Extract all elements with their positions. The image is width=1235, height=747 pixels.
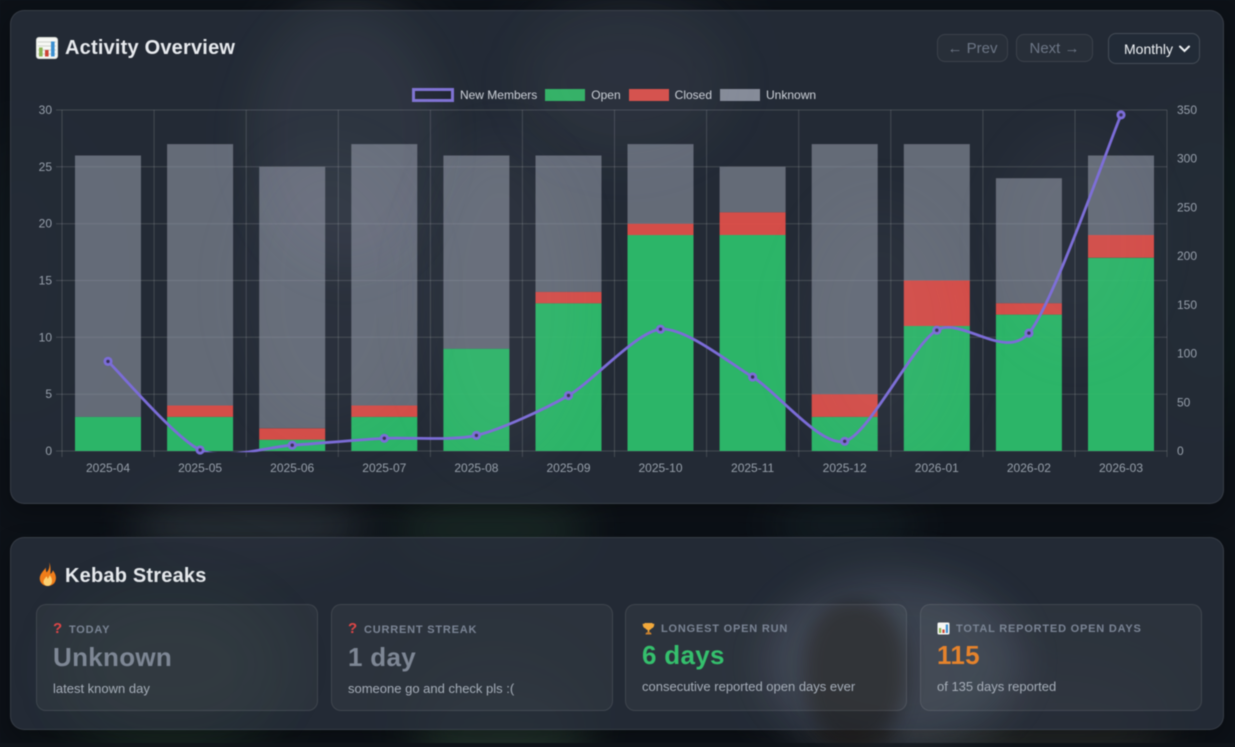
svg-text:2025-10: 2025-10: [638, 461, 682, 475]
svg-text:2025-05: 2025-05: [178, 461, 222, 475]
svg-text:350: 350: [1177, 103, 1197, 117]
svg-text:2026-03: 2026-03: [1099, 461, 1143, 475]
svg-text:200: 200: [1177, 249, 1197, 263]
svg-text:25: 25: [39, 160, 53, 174]
svg-text:2025-08: 2025-08: [454, 461, 498, 475]
svg-text:5: 5: [45, 387, 52, 401]
svg-text:2025-07: 2025-07: [362, 461, 406, 475]
svg-text:2025-06: 2025-06: [270, 461, 314, 475]
svg-text:2025-04: 2025-04: [86, 461, 130, 475]
svg-text:0: 0: [1177, 444, 1184, 458]
svg-text:50: 50: [1177, 395, 1191, 409]
svg-text:2026-02: 2026-02: [1007, 461, 1051, 475]
svg-text:300: 300: [1177, 152, 1197, 166]
svg-text:30: 30: [39, 103, 53, 117]
svg-text:150: 150: [1177, 298, 1197, 312]
svg-text:250: 250: [1177, 200, 1197, 214]
svg-text:10: 10: [39, 330, 53, 344]
svg-text:20: 20: [39, 217, 53, 231]
svg-text:2026-01: 2026-01: [915, 461, 959, 475]
svg-text:100: 100: [1177, 347, 1197, 361]
svg-text:2025-12: 2025-12: [823, 461, 867, 475]
svg-text:0: 0: [45, 444, 52, 458]
svg-text:2025-09: 2025-09: [546, 461, 590, 475]
svg-text:15: 15: [39, 274, 53, 288]
svg-text:2025-11: 2025-11: [731, 461, 774, 475]
